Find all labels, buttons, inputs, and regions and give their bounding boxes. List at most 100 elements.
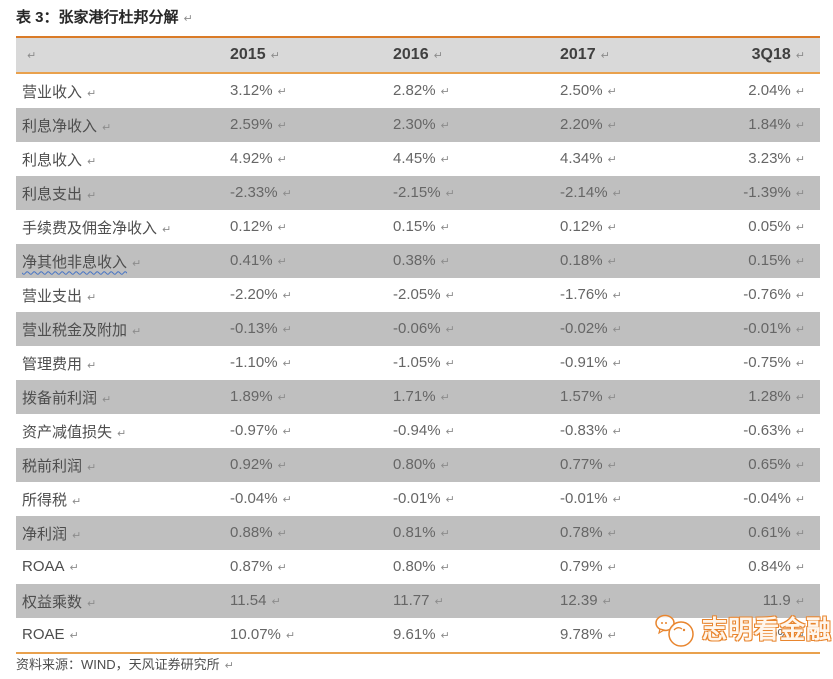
cell-value: -0.04% xyxy=(230,490,278,507)
paragraph-mark: ↵ xyxy=(285,629,296,642)
value-cell: -0.01% ↵ xyxy=(700,312,820,346)
row-label-cell: ROAA ↵ xyxy=(16,550,230,584)
value-cell: 1.89% ↵ xyxy=(230,380,393,414)
cell-value: -0.04% xyxy=(743,490,791,507)
cell-value: -0.76% xyxy=(743,286,791,303)
value-cell: 2.50% ↵ xyxy=(560,73,700,108)
paragraph-mark: ↵ xyxy=(270,49,280,62)
paragraph-mark: ↵ xyxy=(795,561,805,574)
paragraph-mark: ↵ xyxy=(795,255,805,268)
cell-value: 11.54 xyxy=(230,592,267,609)
cell-value: 0.79% xyxy=(560,558,603,575)
value-cell: 0.61% ↵ xyxy=(700,516,820,550)
row-label-cell: ROAE ↵ xyxy=(16,618,230,653)
cell-value: 2.04% xyxy=(748,82,791,99)
value-cell: -0.91% ↵ xyxy=(560,346,700,380)
paragraph-mark: ↵ xyxy=(282,187,292,200)
paragraph-mark: ↵ xyxy=(87,460,97,474)
paragraph-mark: ↵ xyxy=(440,561,450,574)
cell-value: 0.38% xyxy=(393,252,436,269)
value-cell: -0.01% ↵ xyxy=(560,482,700,516)
cell-value: -1.76% xyxy=(560,286,608,303)
paragraph-mark: ↵ xyxy=(612,357,622,370)
cell-value: 4.92% xyxy=(230,150,273,167)
cell-value: 2.82% xyxy=(393,82,436,99)
paragraph-mark: ↵ xyxy=(445,357,455,370)
cell-value: 3.23% xyxy=(748,150,791,167)
cell-value: 12.39 xyxy=(560,592,598,609)
paragraph-mark: ↵ xyxy=(87,290,97,304)
cell-value: -0.01% xyxy=(743,320,791,337)
cell-value: -1.39% xyxy=(743,184,791,201)
cell-value: 0.05% xyxy=(748,218,791,235)
cell-value: 0.80% xyxy=(393,558,436,575)
paragraph-mark: ↵ xyxy=(69,629,79,642)
column-header-label: 2017 xyxy=(560,46,596,63)
row-label: 营业税金及附加 xyxy=(22,321,128,339)
value-cell: 10% ↵ xyxy=(700,618,820,653)
value-cell: 0.78% ↵ xyxy=(560,516,700,550)
row-label: 所得税 xyxy=(22,491,68,509)
table-row: 手续费及佣金净收入 ↵ 0.12% ↵ 0.15% ↵ 0.12% ↵ 0.05% ↵ xyxy=(16,210,820,244)
value-cell: -1.10% ↵ xyxy=(230,346,393,380)
row-label: 营业支出 xyxy=(22,287,83,305)
header-cell-2016: 2016 ↵ xyxy=(393,37,560,73)
row-label: ROAE xyxy=(22,626,65,643)
header-cell-2017: 2017 ↵ xyxy=(560,37,700,73)
value-cell: -1.76% ↵ xyxy=(560,278,700,312)
table-row: 权益乘数 ↵ 11.54 ↵ 11.77 ↵ 12.39 ↵ 11.9 ↵ xyxy=(16,584,820,618)
paragraph-mark: ↵ xyxy=(440,629,450,642)
cell-value: 0.41% xyxy=(230,252,273,269)
cell-value: -2.15% xyxy=(393,184,441,201)
value-cell: 0.84% ↵ xyxy=(700,550,820,584)
paragraph-mark: ↵ xyxy=(440,85,450,98)
row-label: 手续费及佣金净收入 xyxy=(22,219,158,237)
paragraph-mark: ↵ xyxy=(607,391,617,404)
row-label: 净利润 xyxy=(22,525,68,543)
paragraph-mark: ↵ xyxy=(27,49,37,62)
paragraph-mark: ↵ xyxy=(277,527,287,540)
row-label: 利息支出 xyxy=(22,185,83,203)
value-cell: 2.82% ↵ xyxy=(393,73,560,108)
cell-value: -0.63% xyxy=(743,422,791,439)
cell-value: -0.02% xyxy=(560,320,608,337)
table-row: 利息净收入 ↵ 2.59% ↵ 2.30% ↵ 2.20% ↵ 1.84% ↵ xyxy=(16,108,820,142)
row-label-cell: 营业税金及附加 ↵ xyxy=(16,312,230,346)
paragraph-mark: ↵ xyxy=(102,392,112,406)
value-cell: 1.57% ↵ xyxy=(560,380,700,414)
paragraph-mark: ↵ xyxy=(795,289,805,302)
paragraph-mark: ↵ xyxy=(607,221,617,234)
row-label-cell: 净其他非息收入 ↵ xyxy=(16,244,230,278)
value-cell: -2.14% ↵ xyxy=(560,176,700,210)
table-row: 税前利润 ↵ 0.92% ↵ 0.80% ↵ 0.77% ↵ 0.65% ↵ xyxy=(16,448,820,482)
value-cell: 12.39 ↵ xyxy=(560,584,700,618)
cell-value: -0.06% xyxy=(393,320,441,337)
value-cell: 2.30% ↵ xyxy=(393,108,560,142)
value-cell: 0.77% ↵ xyxy=(560,448,700,482)
row-label-cell: 管理费用 ↵ xyxy=(16,346,230,380)
cell-value: -1.10% xyxy=(230,354,278,371)
value-cell: 0.18% ↵ xyxy=(560,244,700,278)
table-row: 利息收入 ↵ 4.92% ↵ 4.45% ↵ 4.34% ↵ 3.23% ↵ xyxy=(16,142,820,176)
paragraph-mark: ↵ xyxy=(795,153,805,166)
value-cell: 9.78% ↵ xyxy=(560,618,700,653)
cell-value: 0.84% xyxy=(748,558,791,575)
row-label-cell: 资产减值损失 ↵ xyxy=(16,414,230,448)
cell-value: -0.91% xyxy=(560,354,608,371)
paragraph-mark: ↵ xyxy=(795,391,805,404)
source-note-text: 资料来源：WIND，天风证券研究所 xyxy=(16,657,220,672)
cell-value: -0.01% xyxy=(560,490,608,507)
header-cell-3q18: 3Q18 ↵ xyxy=(700,37,820,73)
cell-value: 0.87% xyxy=(230,558,273,575)
paragraph-mark: ↵ xyxy=(69,561,79,574)
value-cell: 0.12% ↵ xyxy=(560,210,700,244)
table-row: 资产减值损失 ↵ -0.97% ↵ -0.94% ↵ -0.83% ↵ -0.63% ↵ xyxy=(16,414,820,448)
paragraph-mark: ↵ xyxy=(87,188,97,202)
table-caption-text: 表 3：张家港行杜邦分解 xyxy=(16,9,179,26)
cell-value: 9.78% xyxy=(560,626,603,643)
value-cell: 0.38% ↵ xyxy=(393,244,560,278)
value-cell: 3.12% ↵ xyxy=(230,73,393,108)
value-cell: 2.59% ↵ xyxy=(230,108,393,142)
row-label-cell: 权益乘数 ↵ xyxy=(16,584,230,618)
value-cell: -0.94% ↵ xyxy=(393,414,560,448)
